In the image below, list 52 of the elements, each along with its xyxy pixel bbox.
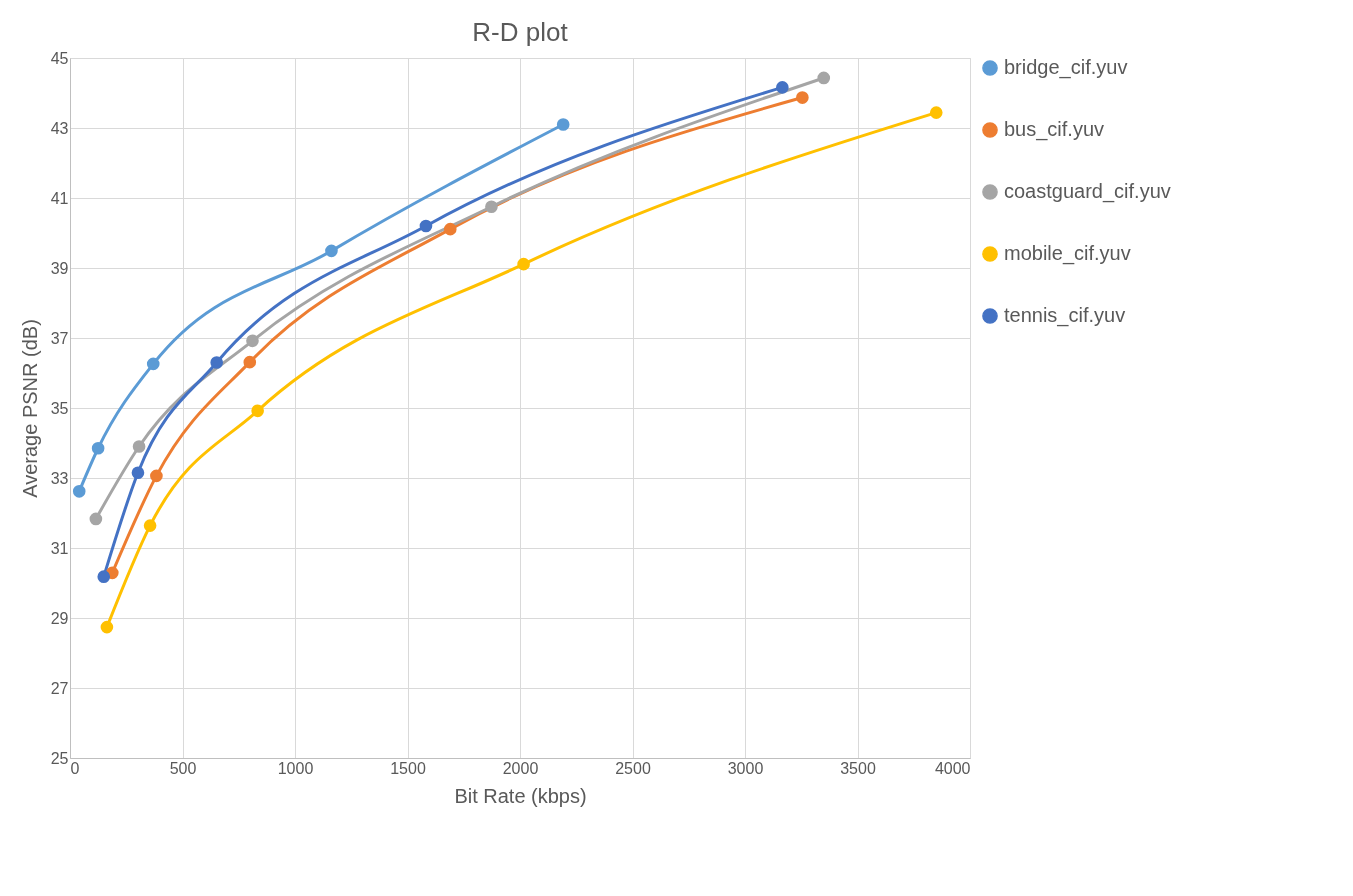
x-tick-label: 2000 xyxy=(502,759,539,777)
y-tick-label: 41 xyxy=(50,189,69,207)
y-axis-title: Average PSNR (dB) xyxy=(18,319,41,498)
point xyxy=(325,244,338,258)
x-tick-label: 1000 xyxy=(277,759,314,777)
x-tick-label: 2500 xyxy=(615,759,651,777)
point xyxy=(97,570,111,584)
x-tick-label: 3000 xyxy=(727,759,764,777)
point xyxy=(796,91,809,104)
y-tick-label: 35 xyxy=(50,399,69,417)
legend-label: tennis_cif.yuv xyxy=(1004,304,1126,327)
point xyxy=(131,466,145,480)
y-tick-label: 27 xyxy=(50,679,69,697)
x-tick-label: 3500 xyxy=(840,759,876,777)
legend-label: coastguard_cif.yuv xyxy=(1004,180,1171,203)
point xyxy=(517,257,530,271)
point xyxy=(143,519,157,532)
point xyxy=(91,441,105,455)
y-tick-label: 39 xyxy=(50,259,69,277)
point xyxy=(150,469,163,483)
x-tick-label: 0 xyxy=(70,759,80,777)
y-tick-label: 37 xyxy=(50,329,69,347)
point xyxy=(485,200,498,214)
x-axis-title: Bit Rate (kbps) xyxy=(454,784,587,807)
point xyxy=(146,357,160,371)
y-tick-label: 33 xyxy=(50,469,69,487)
point xyxy=(251,404,264,418)
x-tick-label: 500 xyxy=(169,759,197,777)
y-tick-label: 29 xyxy=(50,609,69,627)
point xyxy=(89,512,103,526)
legend-label: bus_cif.yuv xyxy=(1004,118,1105,141)
y-tick-label: 25 xyxy=(50,749,69,767)
point xyxy=(72,484,86,498)
point xyxy=(776,81,789,94)
point xyxy=(246,334,259,348)
point xyxy=(243,355,257,369)
point xyxy=(132,440,146,453)
legend-label: bridge_cif.yuv xyxy=(1004,56,1128,79)
point xyxy=(929,106,943,119)
chart-title: R-D plot xyxy=(472,17,569,47)
x-tick-label: 1500 xyxy=(390,759,426,777)
legend-label: mobile_cif.yuv xyxy=(1004,242,1131,265)
point xyxy=(100,620,114,634)
point xyxy=(556,118,570,131)
point xyxy=(419,219,433,233)
point xyxy=(817,71,831,85)
y-tick-label: 43 xyxy=(50,119,69,137)
x-tick-label: 4000 xyxy=(934,759,971,777)
y-tick-label: 31 xyxy=(50,539,69,557)
point xyxy=(443,222,457,236)
y-tick-label: 45 xyxy=(50,49,69,67)
point xyxy=(210,356,224,369)
